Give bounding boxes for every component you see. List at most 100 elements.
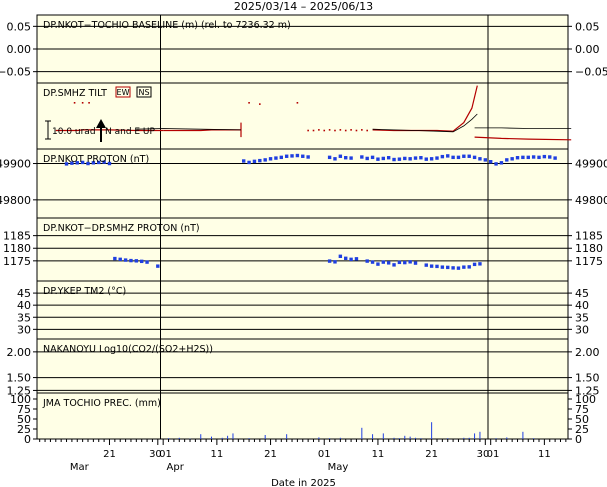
tilt-line-ns <box>474 127 572 129</box>
y-tick-label-left: 2.00 <box>7 346 32 359</box>
data-point <box>446 265 450 270</box>
y-tick-label-right: 2.00 <box>575 346 600 359</box>
data-point <box>397 260 402 265</box>
y-tick-label-left: 49800 <box>0 194 31 207</box>
data-point <box>446 154 450 158</box>
x-tick-label: 30 <box>149 449 162 460</box>
x-tick-label: 01 <box>487 449 500 460</box>
data-point <box>354 257 359 261</box>
y-tick-label-right: 25 <box>575 423 589 436</box>
panel-1: 0.05 0.05 0.00 0.00 −0.05 −0.05 DP.NKOT−TOCHIO… <box>0 14 607 84</box>
data-point <box>456 155 461 160</box>
data-point <box>338 254 343 259</box>
y-tick-label-left: 45 <box>17 287 31 300</box>
data-point <box>301 154 305 158</box>
tilt-point <box>355 129 358 132</box>
y-tick-label-right: 30 <box>575 323 589 336</box>
tilt-line-ns <box>372 113 478 133</box>
data-point <box>386 261 391 265</box>
y-tick-label-right: 0 <box>575 433 582 446</box>
tilt-point <box>259 103 261 105</box>
y-tick-label-right: 40 <box>575 299 589 312</box>
tilt-point <box>296 102 299 104</box>
data-point <box>349 156 353 160</box>
tilt-line-ew <box>372 85 478 132</box>
month-label: May <box>328 462 349 473</box>
data-point <box>107 161 112 166</box>
data-point <box>252 159 257 164</box>
data-point <box>86 161 90 166</box>
data-point <box>118 257 122 262</box>
panel-title: JMA TOCHIO PREC. (mm) <box>42 398 161 409</box>
y-tick-label-left: 1175 <box>3 255 31 268</box>
x-tick-label: 21 <box>425 449 438 460</box>
tilt-point <box>73 102 76 104</box>
data-point <box>467 265 471 269</box>
data-point <box>435 156 439 160</box>
x-tick-label: 21 <box>103 449 116 460</box>
tilt-point <box>88 102 90 104</box>
y-tick-label-left: 40 <box>17 299 31 312</box>
data-point <box>327 259 332 263</box>
y-tick-label-right: 0.05 <box>575 20 600 33</box>
x-tick-label: 01 <box>159 449 172 460</box>
data-point <box>365 259 369 263</box>
y-tick-label-right: 100 <box>575 393 596 406</box>
y-tick-label-right: −0.05 <box>575 66 607 79</box>
data-point <box>408 260 412 264</box>
data-point <box>505 158 509 162</box>
data-point <box>338 154 343 158</box>
data-point <box>472 262 477 267</box>
data-point <box>537 155 541 160</box>
tilt-point <box>307 129 309 132</box>
data-point <box>531 155 536 159</box>
panel-2: EW NS 10.0 urad N and E UP DP.SMHZ TILT <box>36 82 572 150</box>
data-point <box>370 155 375 160</box>
data-point <box>102 160 106 164</box>
y-tick-label-left: 50 <box>17 413 31 426</box>
panel-background <box>36 217 569 282</box>
panel-title: DP.NKOT−DP.SMHZ PROTON (nT) <box>43 223 200 234</box>
x-tick-label: 11 <box>210 449 223 460</box>
data-point <box>413 261 418 265</box>
y-tick-label-right: 1180 <box>575 242 603 255</box>
data-point <box>386 156 391 160</box>
y-tick-label-right: 1.50 <box>575 372 600 385</box>
tilt-line-ew <box>474 136 572 141</box>
data-point <box>548 155 552 159</box>
data-point <box>274 156 278 160</box>
chart-title: 2025/03/14 – 2025/06/13 <box>234 0 373 13</box>
panel-title: DP.NKOT PROTON (nT) <box>43 154 149 165</box>
y-tick-label-right: 45 <box>575 287 589 300</box>
tilt-badge-frame <box>115 86 131 98</box>
tilt-badge-ew: EW <box>117 88 130 97</box>
data-point <box>478 262 482 266</box>
data-point <box>268 157 273 161</box>
x-tick-label: 30 <box>477 449 490 460</box>
y-tick-label-right: 50 <box>575 413 589 426</box>
panel-3: 49900 49900 49800 49800 DP.NKOT PROTON (nT) <box>0 148 607 219</box>
data-point <box>376 157 380 161</box>
y-tick-label-left: 0.05 <box>7 20 32 33</box>
data-point <box>70 161 74 165</box>
panel-background <box>36 392 569 440</box>
tilt-point <box>339 129 342 131</box>
data-point <box>397 157 402 161</box>
data-point <box>113 256 117 261</box>
data-point <box>553 156 557 160</box>
y-tick-label-left: 30 <box>17 323 31 336</box>
tilt-point <box>323 129 326 132</box>
data-point <box>403 156 407 161</box>
panel-title: DP.YKEP TM2 (°C) <box>43 286 126 297</box>
y-tick-label-left: 35 <box>17 311 31 324</box>
tilt-point <box>81 102 84 104</box>
data-point <box>349 257 353 262</box>
tilt-badge-frame <box>136 86 152 98</box>
data-point <box>419 156 423 160</box>
data-point <box>333 157 337 161</box>
data-point <box>440 265 445 269</box>
